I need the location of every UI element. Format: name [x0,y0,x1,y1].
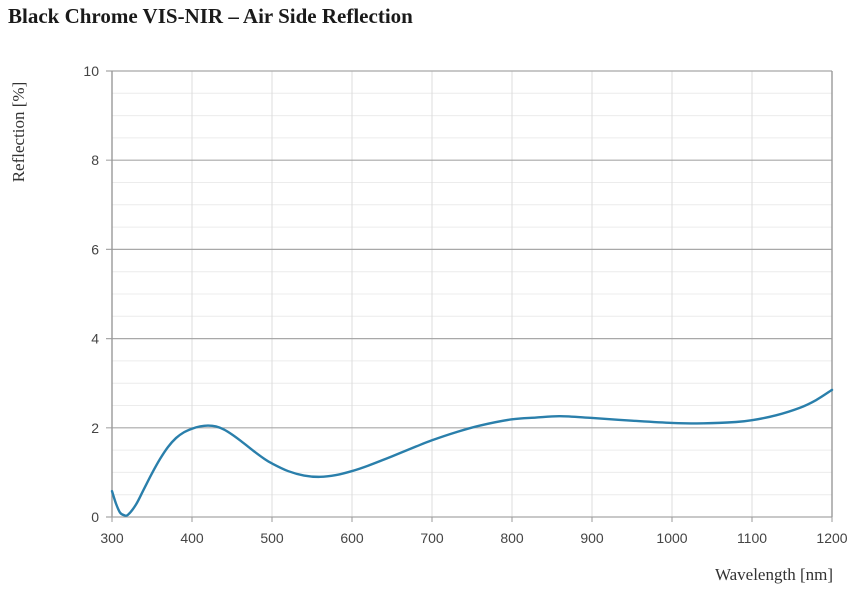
axes [111,71,833,522]
x-tick-label: 800 [500,530,524,546]
x-tick-label: 300 [100,530,124,546]
chart-title: Black Chrome VIS-NIR – Air Side Reflecti… [8,4,413,28]
reflection-curve [110,388,834,518]
y-tick-label: 6 [91,241,99,257]
major-gridlines [106,70,832,518]
y-tick-label: 2 [91,420,99,436]
y-tick-label: 0 [91,509,99,525]
y-tick-label: 4 [91,331,99,347]
x-axis-label: Wavelength [nm] [714,565,833,584]
y-tick-label: 8 [91,152,99,168]
y-tick-label: 10 [83,63,99,79]
x-tick-label: 400 [180,530,204,546]
x-tick-label: 1100 [737,530,767,546]
minor-gridlines [111,71,833,517]
x-tick-label: 600 [340,530,364,546]
x-tick-label: 700 [420,530,444,546]
x-tick-label: 900 [580,530,604,546]
x-tick-label: 1000 [656,530,687,546]
x-tick-label: 500 [260,530,284,546]
tick-labels: 300 400 500 600 700 800 900 1000 1100 1200 0 2 4 6 8 10 [83,63,847,546]
x-tick-label: 1200 [816,530,847,546]
